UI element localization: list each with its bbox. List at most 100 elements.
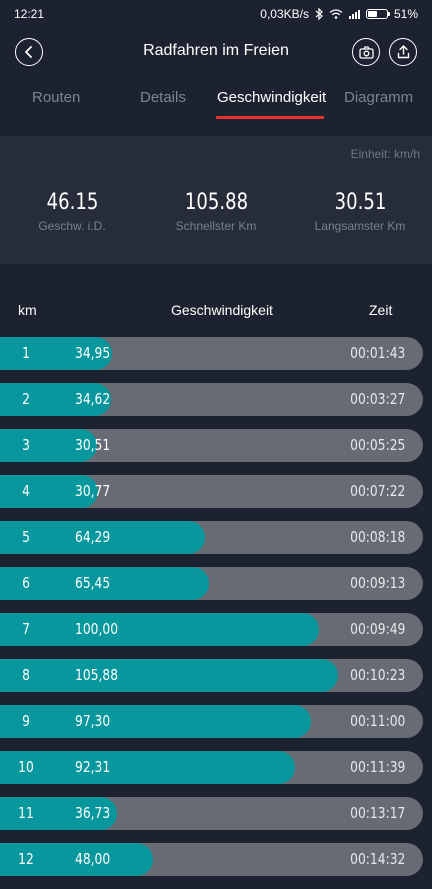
km-split-time: 00:14:32 (349, 850, 405, 868)
km-speed: 30,51 (75, 436, 111, 454)
km-split-time: 00:09:13 (349, 574, 405, 592)
km-number: 10 (18, 758, 34, 776)
km-row: 7 100,00 00:09:49 (0, 613, 432, 659)
speed-bar-track: 2 34,62 00:03:27 (0, 383, 423, 416)
speed-bar-track: 12 48,00 00:14:32 (0, 843, 423, 876)
battery-icon (365, 9, 390, 19)
back-button[interactable] (15, 38, 43, 66)
stat-label: Langsamster Km (314, 219, 406, 233)
km-split-time: 00:07:22 (349, 482, 405, 500)
share-button[interactable] (389, 38, 417, 66)
km-number: 1 (22, 344, 30, 362)
stat-label: Geschw. i.D. (38, 219, 106, 233)
upload-icon (397, 45, 409, 59)
stat-slowest-km: 30.51 Langsamster Km (288, 190, 432, 233)
km-speed: 30,77 (75, 482, 111, 500)
status-bar: 12:21 0,03KB/s 51% (0, 0, 432, 28)
km-row: 8 105,88 00:10:23 (0, 659, 432, 705)
unit-label: Einheit: km/h (350, 147, 420, 161)
km-number: 7 (22, 620, 30, 638)
chevron-left-icon (25, 46, 32, 58)
speed-bar-track: 3 30,51 00:05:25 (0, 429, 423, 462)
speed-bar-fill (0, 613, 319, 646)
speed-bar-fill (0, 337, 112, 370)
km-row: 4 30,77 00:07:22 (0, 475, 432, 521)
signal-icon (348, 9, 360, 19)
km-speed: 65,45 (75, 574, 111, 592)
km-split-time: 00:03:27 (349, 390, 405, 408)
wifi-icon (329, 9, 343, 19)
tab-bar: Routen Details Geschwindigkeit Diagramm (0, 76, 432, 122)
tab-details[interactable]: Details (140, 89, 186, 106)
camera-icon (358, 45, 374, 59)
km-speed: 64,29 (75, 528, 111, 546)
stat-average-speed: 46.15 Geschw. i.D. (0, 190, 144, 233)
list-header: km Geschwindigkeit Zeit (0, 286, 432, 334)
tab-diagramm[interactable]: Diagramm (344, 89, 414, 106)
km-split-time: 00:11:39 (349, 758, 405, 776)
column-header-km: km (18, 302, 37, 318)
stat-value: 105.88 (184, 190, 248, 215)
battery-level (367, 11, 377, 17)
km-split-time: 00:08:18 (349, 528, 405, 546)
column-header-time: Zeit (369, 302, 393, 318)
speed-bar-track: 11 36,73 00:13:17 (0, 797, 423, 830)
stat-fastest-km: 105.88 Schnellster Km (144, 190, 288, 233)
km-row: 1 34,95 00:01:43 (0, 337, 432, 383)
speed-bar-fill (0, 659, 338, 692)
km-number: 11 (18, 804, 34, 822)
km-speed: 105,88 (75, 666, 119, 684)
km-number: 3 (22, 436, 30, 454)
km-split-time: 00:13:17 (349, 804, 405, 822)
speed-bar-track: 1 34,95 00:01:43 (0, 337, 423, 370)
bluetooth-icon (315, 8, 323, 20)
km-row: 11 36,73 00:13:17 (0, 797, 432, 843)
tab-geschwindigkeit[interactable]: Geschwindigkeit (217, 89, 327, 106)
km-split-time: 00:09:49 (349, 620, 405, 638)
speed-bar-fill (0, 567, 209, 600)
speed-bar-fill (0, 751, 295, 784)
km-speed: 34,95 (75, 344, 111, 362)
km-row: 3 30,51 00:05:25 (0, 429, 432, 475)
km-row: 6 65,45 00:09:13 (0, 567, 432, 613)
status-icons: 0,03KB/s 51% (260, 7, 418, 21)
km-split-time: 00:01:43 (349, 344, 405, 362)
km-row: 12 48,00 00:14:32 (0, 843, 432, 889)
screenshot-button[interactable] (352, 38, 380, 66)
km-speed: 34,62 (75, 390, 111, 408)
stat-label: Schnellster Km (175, 219, 257, 233)
battery-percent: 51% (393, 7, 418, 21)
km-number: 12 (18, 850, 34, 868)
km-speed: 97,30 (75, 712, 111, 730)
speed-bar-fill (0, 429, 97, 462)
km-split-time: 00:05:25 (349, 436, 405, 454)
km-number: 4 (22, 482, 30, 500)
speed-bar-track: 7 100,00 00:09:49 (0, 613, 423, 646)
speed-bar-fill (0, 475, 98, 508)
km-row: 9 97,30 00:11:00 (0, 705, 432, 751)
km-number: 8 (22, 666, 30, 684)
km-speed: 36,73 (75, 804, 111, 822)
km-speed: 100,00 (75, 620, 119, 638)
speed-bar-track: 8 105,88 00:10:23 (0, 659, 423, 692)
stat-value: 46.15 (46, 190, 98, 215)
status-time: 12:21 (14, 7, 45, 21)
speed-bar-fill (0, 383, 111, 416)
speed-summary: Einheit: km/h 46.15 Geschw. i.D. 105.88 … (0, 136, 432, 264)
speed-bar-fill (0, 705, 311, 738)
speed-bar-track: 6 65,45 00:09:13 (0, 567, 423, 600)
speed-bar-track: 9 97,30 00:11:00 (0, 705, 423, 738)
speed-bar-track: 10 92,31 00:11:39 (0, 751, 423, 784)
km-speed: 48,00 (75, 850, 111, 868)
km-number: 6 (22, 574, 30, 592)
network-speed: 0,03KB/s (260, 7, 309, 21)
speed-bar-fill (0, 797, 117, 830)
km-row: 5 64,29 00:08:18 (0, 521, 432, 567)
km-speed: 92,31 (75, 758, 111, 776)
km-speed-list: 1 34,95 00:01:43 2 34,62 00:03:27 3 30,51 00:05:… (0, 337, 432, 889)
km-split-time: 00:10:23 (349, 666, 405, 684)
km-number: 2 (22, 390, 30, 408)
speed-bar-track: 5 64,29 00:08:18 (0, 521, 423, 554)
tab-routen[interactable]: Routen (32, 89, 81, 106)
km-row: 10 92,31 00:11:39 (0, 751, 432, 797)
